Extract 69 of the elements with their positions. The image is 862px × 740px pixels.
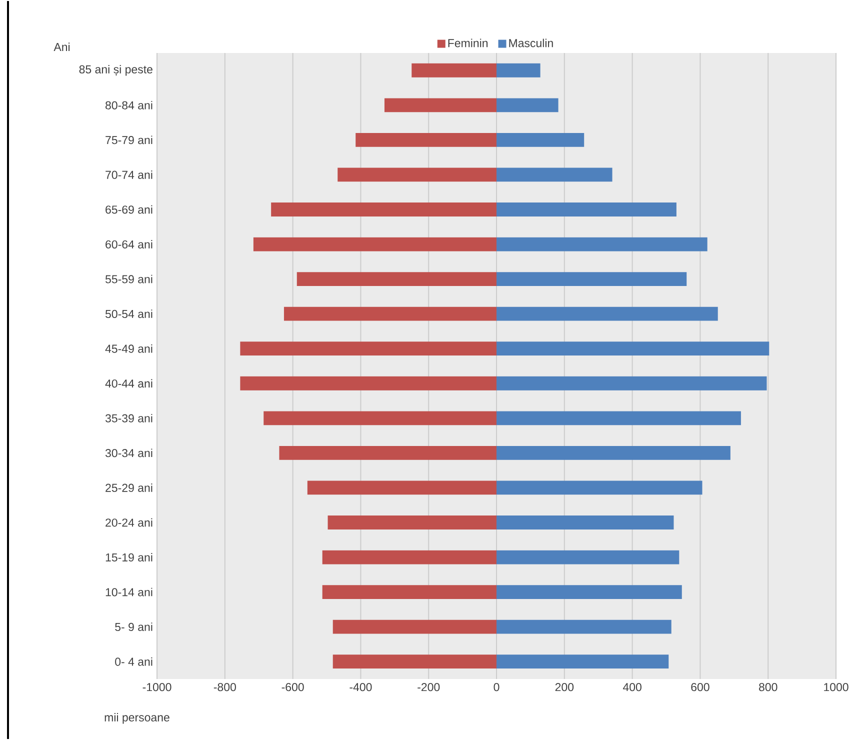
y-tick-label: 75-79 ani	[106, 136, 152, 144]
bar	[412, 63, 497, 78]
x-tick-label: 200	[555, 683, 574, 692]
y-tick-label: 30-34 ani	[105, 448, 152, 458]
bar	[279, 446, 497, 460]
bar	[332, 620, 497, 634]
bar	[496, 446, 730, 460]
y-tick-label: 40-44 ani	[105, 379, 152, 388]
bar	[496, 516, 674, 530]
x-tick-label: 400	[622, 683, 642, 692]
x-tick-label: -600	[282, 683, 304, 692]
bar	[240, 376, 497, 390]
y-tick-label: 70-74 ani	[106, 170, 152, 179]
bar	[496, 620, 672, 634]
bar	[338, 168, 497, 182]
legend-label: Masculin	[509, 38, 553, 48]
bar	[307, 480, 497, 495]
y-tick-label: 45-49 ani	[105, 344, 152, 353]
bar	[496, 132, 584, 147]
bar	[296, 272, 497, 286]
bar	[240, 342, 497, 356]
y-tick-label: 15-19 ani	[106, 553, 152, 562]
bar	[332, 654, 497, 669]
x-tick-label: 0	[494, 683, 500, 692]
y-axis-title: Ani	[54, 42, 70, 51]
bar	[322, 585, 497, 600]
bar	[356, 132, 497, 147]
x-tick-label: -400	[350, 683, 372, 692]
bar	[496, 550, 680, 564]
y-tick-label: 80-84 ani	[106, 100, 152, 110]
x-tick-label: -200	[418, 683, 440, 692]
bar	[496, 63, 540, 78]
bar	[496, 237, 708, 252]
bar	[496, 98, 558, 112]
bar	[496, 272, 687, 286]
bar	[496, 654, 669, 669]
y-tick-label: 50-54 ani	[105, 310, 152, 318]
bar	[496, 411, 741, 426]
y-tick-label: 65-69 ani	[106, 205, 152, 214]
y-tick-label: 60-64 ani	[106, 240, 152, 248]
bar	[253, 237, 497, 252]
bar	[496, 306, 718, 321]
x-tick-label: -800	[214, 683, 236, 692]
bar	[496, 480, 702, 495]
y-tick-label: 85 ani și peste	[79, 65, 152, 76]
bar	[328, 516, 497, 530]
bar	[264, 411, 497, 426]
bar	[496, 342, 770, 356]
bar	[271, 202, 497, 216]
x-tick-label: 600	[691, 683, 710, 692]
y-tick-label: 35-39 ani	[105, 414, 152, 422]
bar	[496, 585, 682, 600]
bar	[496, 202, 676, 216]
x-tick-label: -1000	[142, 683, 172, 692]
bar	[284, 306, 497, 321]
bar	[496, 168, 612, 182]
y-tick-label: 55-59 ani	[105, 274, 152, 284]
legend-label: Feminin	[448, 38, 488, 48]
y-tick-label: 25-29 ani	[106, 483, 152, 492]
y-tick-label: 10-14 ani	[106, 588, 152, 596]
x-tick-label: 800	[759, 683, 778, 692]
bar	[322, 550, 497, 564]
x-tick-label: 1000	[824, 683, 848, 692]
y-tick-label: 0- 4 ani	[115, 657, 152, 666]
bar	[384, 98, 497, 112]
x-axis-title: mii persoane	[104, 713, 170, 724]
y-tick-label: 5- 9 ani	[115, 622, 152, 632]
y-tick-label: 20-24 ani	[106, 518, 152, 527]
bar	[496, 376, 767, 390]
